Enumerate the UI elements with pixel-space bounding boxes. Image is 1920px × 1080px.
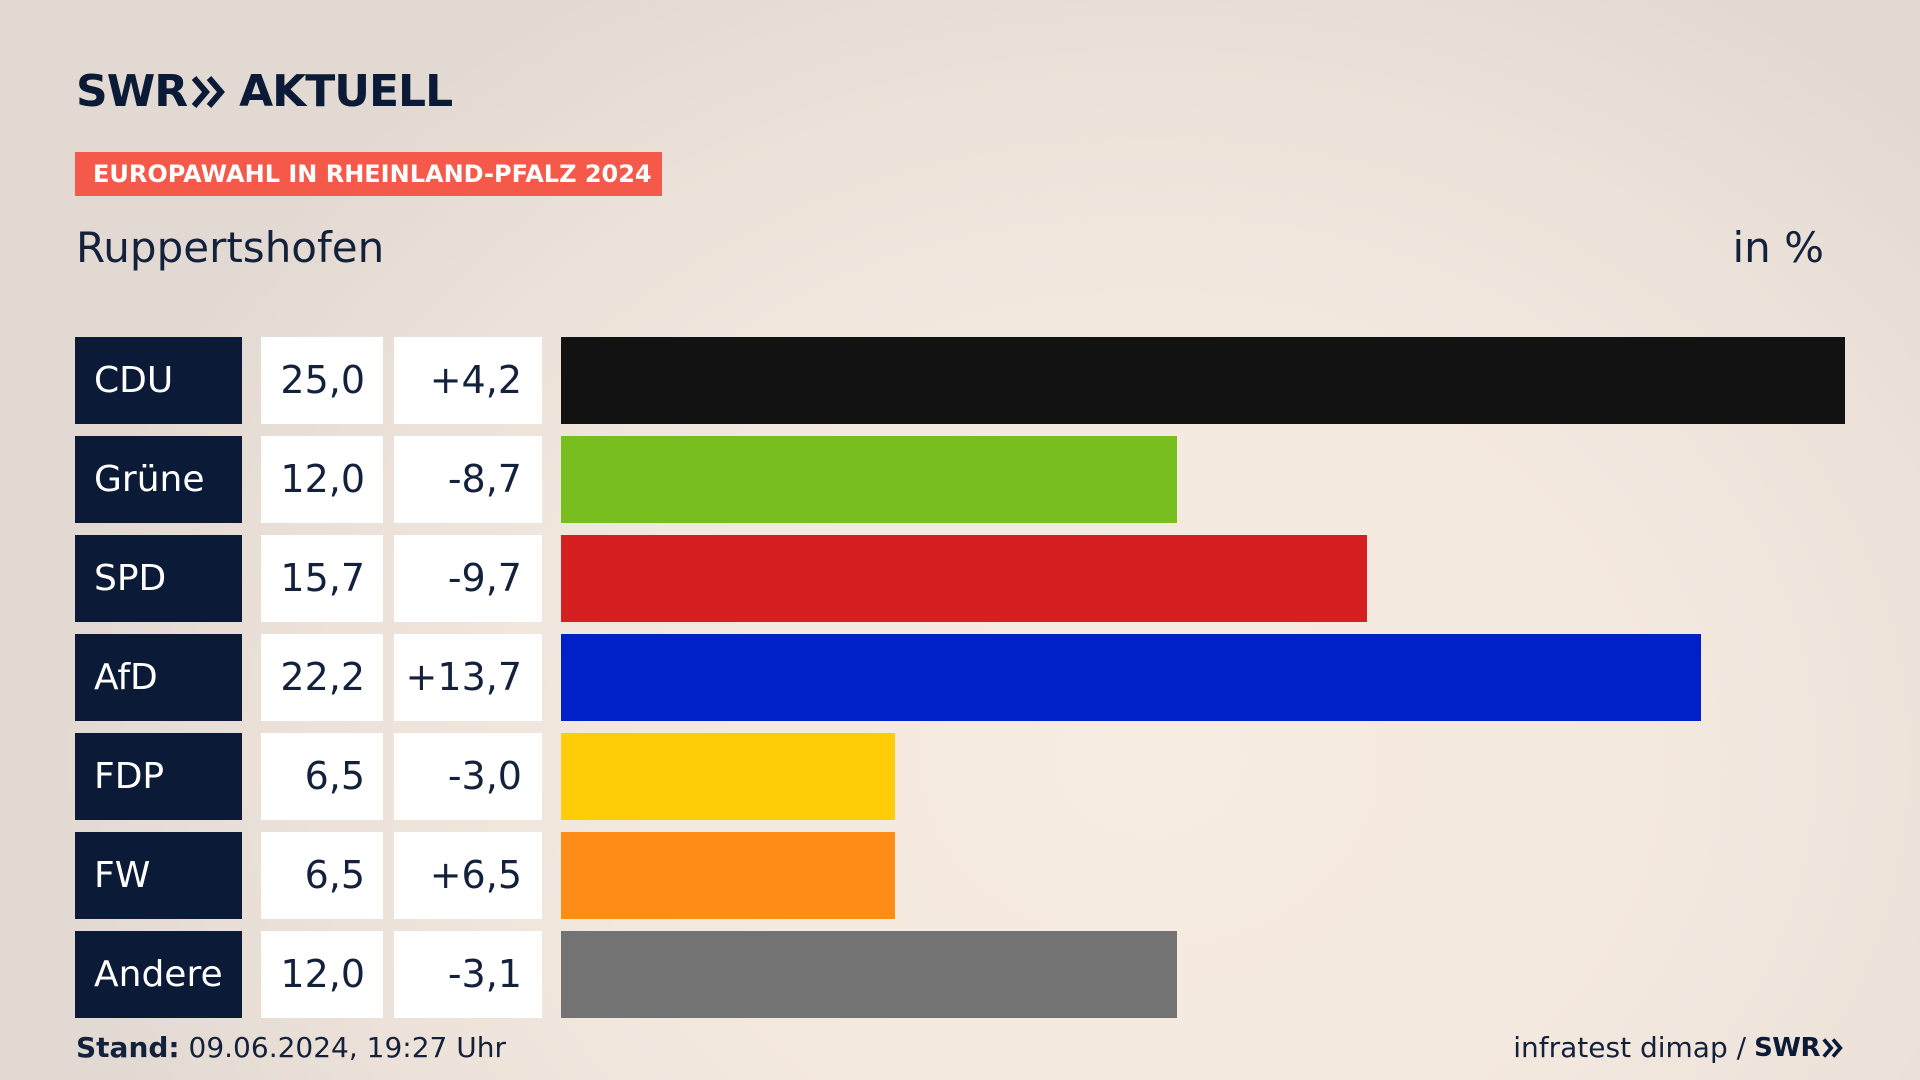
party-label: Andere bbox=[75, 931, 242, 1018]
logo-product: AKTUELL bbox=[239, 66, 453, 117]
change-value: +13,7 bbox=[394, 634, 542, 721]
vote-share-value: 6,5 bbox=[261, 832, 383, 919]
party-label: FW bbox=[75, 832, 242, 919]
change-value: -9,7 bbox=[394, 535, 542, 622]
double-chevron-icon bbox=[191, 76, 226, 108]
bar-grüne bbox=[561, 436, 1177, 523]
bar-cdu bbox=[561, 337, 1845, 424]
unit-label: in % bbox=[1732, 223, 1824, 272]
logo-brand: SWR bbox=[76, 66, 188, 117]
chart-subtitle: Ruppertshofen bbox=[76, 223, 385, 272]
election-tag: EUROPAWAHL IN RHEINLAND-PFALZ 2024 bbox=[75, 152, 662, 196]
vote-share-value: 12,0 bbox=[261, 931, 383, 1018]
vote-share-value: 15,7 bbox=[261, 535, 383, 622]
party-label: CDU bbox=[75, 337, 242, 424]
source-brand: SWR bbox=[1754, 1033, 1820, 1063]
stand-label: Stand: bbox=[76, 1031, 180, 1064]
bar-spd bbox=[561, 535, 1367, 622]
party-label: AfD bbox=[75, 634, 242, 721]
vote-share-value: 12,0 bbox=[261, 436, 383, 523]
party-label: SPD bbox=[75, 535, 242, 622]
bar-fw bbox=[561, 832, 895, 919]
timestamp: Stand: 09.06.2024, 19:27 Uhr bbox=[76, 1030, 506, 1066]
change-value: -8,7 bbox=[394, 436, 542, 523]
stand-value: 09.06.2024, 19:27 Uhr bbox=[188, 1031, 506, 1064]
source-credit: infratest dimap / SWR bbox=[1513, 1030, 1844, 1066]
vote-share-value: 22,2 bbox=[261, 634, 383, 721]
vote-share-value: 6,5 bbox=[261, 733, 383, 820]
party-label: FDP bbox=[75, 733, 242, 820]
swr-aktuell-logo: SWR AKTUELL bbox=[76, 66, 453, 117]
bar-andere bbox=[561, 931, 1177, 1018]
change-value: -3,0 bbox=[394, 733, 542, 820]
party-label: Grüne bbox=[75, 436, 242, 523]
bar-fdp bbox=[561, 733, 895, 820]
change-value: +6,5 bbox=[394, 832, 542, 919]
change-value: -3,1 bbox=[394, 931, 542, 1018]
vote-share-value: 25,0 bbox=[261, 337, 383, 424]
double-chevron-icon bbox=[1822, 1038, 1843, 1058]
source-text: infratest dimap / bbox=[1513, 1031, 1747, 1064]
change-value: +4,2 bbox=[394, 337, 542, 424]
bar-afd bbox=[561, 634, 1701, 721]
